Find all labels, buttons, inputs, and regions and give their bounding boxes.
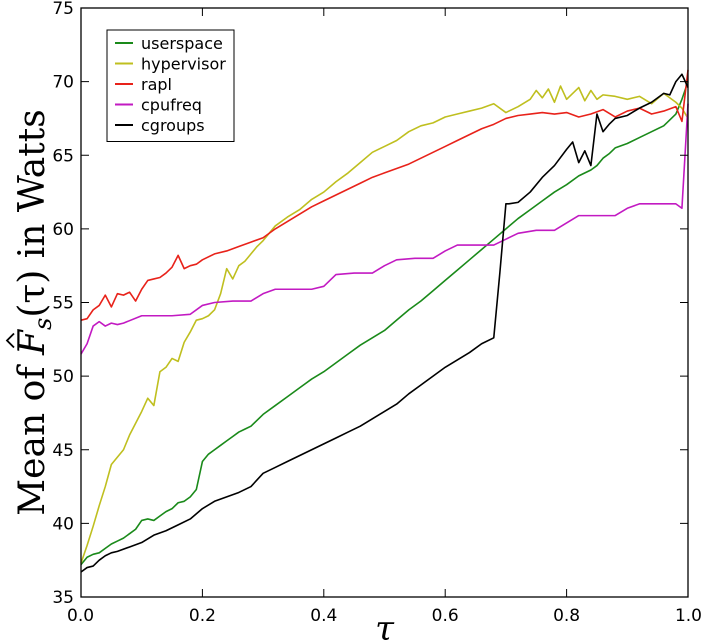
y-tick-label: 60	[52, 220, 74, 240]
y-tick-label: 50	[52, 367, 74, 387]
series-line-userspace	[80, 81, 689, 566]
y-tick-label: 70	[52, 73, 74, 93]
y-axis-label-suffix: in Watts	[12, 109, 53, 269]
y-tick-label: 75	[52, 0, 74, 19]
legend-label-userspace: userspace	[141, 34, 223, 53]
axis-ticks: 0.0 0.2 0.4 0.6 0.8 1.0 35 40 45 50 55 60 65 70 75	[52, 0, 702, 626]
y-tick-label: 35	[52, 588, 74, 608]
legend-label-rapl: rapl	[141, 75, 172, 94]
x-tick-label: 0.0	[67, 606, 94, 626]
y-tick-label: 65	[52, 146, 74, 166]
series-line-hypervisor	[80, 85, 689, 564]
y-tick-label: 45	[52, 441, 74, 461]
y-axis-label-variable: F	[12, 328, 53, 356]
series-layer	[80, 69, 689, 573]
x-tick-label: 0.4	[310, 606, 337, 626]
y-axis-label-subscript: s	[29, 318, 57, 330]
x-tick-label: 1.0	[675, 606, 702, 626]
x-axis-label: τ	[375, 609, 395, 640]
y-tick-label: 40	[52, 514, 74, 534]
y-tick-label: 55	[52, 294, 74, 314]
legend-box	[106, 29, 235, 142]
legend-label-cgroups: cgroups	[141, 116, 205, 135]
y-axis-label-argument: (τ)	[12, 270, 53, 318]
x-tick-label: 0.2	[189, 606, 216, 626]
series-line-rapl	[80, 69, 689, 321]
x-tick-label: 0.8	[553, 606, 580, 626]
x-tick-label: 0.6	[432, 606, 459, 626]
y-axis-label-hat-accent	[5, 332, 15, 349]
y-axis-label-prefix: Mean of	[12, 355, 53, 516]
legend-label-hypervisor: hypervisor	[141, 55, 226, 74]
legend-label-cpufreq: cpufreq	[141, 96, 202, 115]
series-line-cpufreq	[80, 103, 689, 355]
series-line-cgroups	[80, 73, 689, 573]
y-axis-label: Mean of Fs(τ) in Watts	[12, 109, 57, 515]
